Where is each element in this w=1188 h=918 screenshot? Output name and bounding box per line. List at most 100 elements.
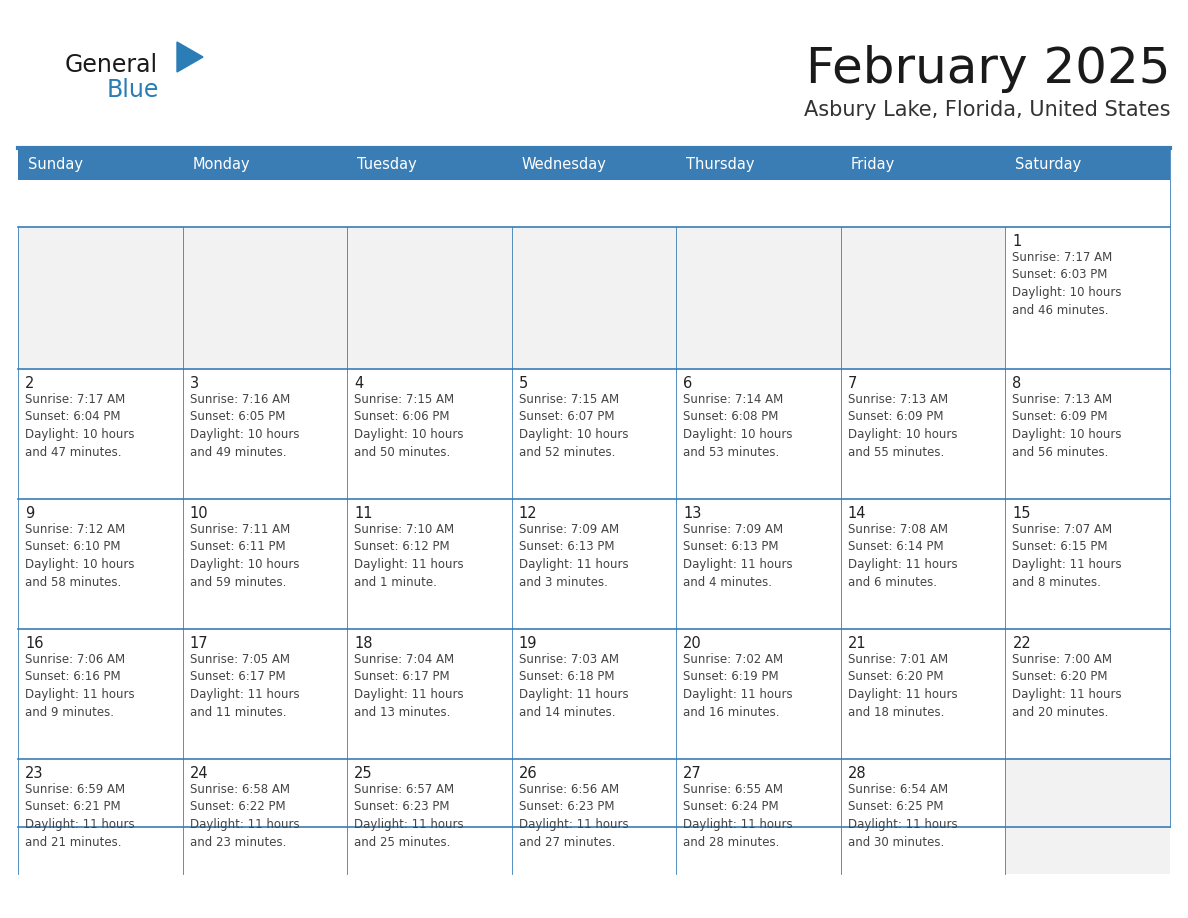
Bar <box>1005 759 1170 874</box>
Text: Sunrise: 7:09 AM
Sunset: 6:13 PM
Daylight: 11 hours
and 4 minutes.: Sunrise: 7:09 AM Sunset: 6:13 PM Dayligh… <box>683 523 792 588</box>
Bar <box>183 227 347 369</box>
Bar <box>18 148 183 180</box>
Text: Asbury Lake, Florida, United States: Asbury Lake, Florida, United States <box>803 100 1170 120</box>
Text: General: General <box>65 53 158 77</box>
Bar <box>347 629 512 759</box>
Bar <box>183 629 347 759</box>
Bar <box>183 148 347 180</box>
Text: Sunrise: 7:00 AM
Sunset: 6:20 PM
Daylight: 11 hours
and 20 minutes.: Sunrise: 7:00 AM Sunset: 6:20 PM Dayligh… <box>1012 653 1121 719</box>
Text: 12: 12 <box>519 506 537 521</box>
Text: Sunrise: 7:03 AM
Sunset: 6:18 PM
Daylight: 11 hours
and 14 minutes.: Sunrise: 7:03 AM Sunset: 6:18 PM Dayligh… <box>519 653 628 719</box>
Text: Sunrise: 7:15 AM
Sunset: 6:06 PM
Daylight: 10 hours
and 50 minutes.: Sunrise: 7:15 AM Sunset: 6:06 PM Dayligh… <box>354 393 463 458</box>
Bar <box>676 499 841 629</box>
Text: Sunrise: 7:08 AM
Sunset: 6:14 PM
Daylight: 11 hours
and 6 minutes.: Sunrise: 7:08 AM Sunset: 6:14 PM Dayligh… <box>848 523 958 588</box>
Bar <box>676 629 841 759</box>
Text: Sunrise: 6:54 AM
Sunset: 6:25 PM
Daylight: 11 hours
and 30 minutes.: Sunrise: 6:54 AM Sunset: 6:25 PM Dayligh… <box>848 783 958 848</box>
Bar <box>841 499 1005 629</box>
Bar <box>1005 499 1170 629</box>
Bar <box>512 629 676 759</box>
Text: 2: 2 <box>25 376 34 391</box>
Text: Sunrise: 7:14 AM
Sunset: 6:08 PM
Daylight: 10 hours
and 53 minutes.: Sunrise: 7:14 AM Sunset: 6:08 PM Dayligh… <box>683 393 792 458</box>
Text: 19: 19 <box>519 636 537 651</box>
Bar <box>841 148 1005 180</box>
Text: Sunday: Sunday <box>27 156 83 172</box>
Text: Thursday: Thursday <box>687 156 754 172</box>
Bar <box>676 369 841 499</box>
Text: 16: 16 <box>25 636 44 651</box>
Text: Sunrise: 7:13 AM
Sunset: 6:09 PM
Daylight: 10 hours
and 56 minutes.: Sunrise: 7:13 AM Sunset: 6:09 PM Dayligh… <box>1012 393 1121 458</box>
Text: Sunrise: 7:17 AM
Sunset: 6:04 PM
Daylight: 10 hours
and 47 minutes.: Sunrise: 7:17 AM Sunset: 6:04 PM Dayligh… <box>25 393 134 458</box>
Bar <box>841 759 1005 874</box>
Bar <box>347 148 512 180</box>
Bar <box>676 148 841 180</box>
Bar <box>1005 148 1170 180</box>
Text: 17: 17 <box>190 636 208 651</box>
Text: 7: 7 <box>848 376 858 391</box>
Text: Sunrise: 7:16 AM
Sunset: 6:05 PM
Daylight: 10 hours
and 49 minutes.: Sunrise: 7:16 AM Sunset: 6:05 PM Dayligh… <box>190 393 299 458</box>
Text: 5: 5 <box>519 376 527 391</box>
Text: 24: 24 <box>190 766 208 781</box>
Text: Sunrise: 6:59 AM
Sunset: 6:21 PM
Daylight: 11 hours
and 21 minutes.: Sunrise: 6:59 AM Sunset: 6:21 PM Dayligh… <box>25 783 134 848</box>
Text: Sunrise: 6:55 AM
Sunset: 6:24 PM
Daylight: 11 hours
and 28 minutes.: Sunrise: 6:55 AM Sunset: 6:24 PM Dayligh… <box>683 783 792 848</box>
Text: 23: 23 <box>25 766 44 781</box>
Bar <box>183 759 347 874</box>
Text: Sunrise: 7:02 AM
Sunset: 6:19 PM
Daylight: 11 hours
and 16 minutes.: Sunrise: 7:02 AM Sunset: 6:19 PM Dayligh… <box>683 653 792 719</box>
Text: Blue: Blue <box>107 78 159 102</box>
Text: 8: 8 <box>1012 376 1022 391</box>
Text: Sunrise: 7:06 AM
Sunset: 6:16 PM
Daylight: 11 hours
and 9 minutes.: Sunrise: 7:06 AM Sunset: 6:16 PM Dayligh… <box>25 653 134 719</box>
Text: 14: 14 <box>848 506 866 521</box>
Text: 3: 3 <box>190 376 198 391</box>
Bar <box>18 499 183 629</box>
Polygon shape <box>177 42 203 72</box>
Text: 6: 6 <box>683 376 693 391</box>
Bar <box>512 148 676 180</box>
Text: Sunrise: 7:07 AM
Sunset: 6:15 PM
Daylight: 11 hours
and 8 minutes.: Sunrise: 7:07 AM Sunset: 6:15 PM Dayligh… <box>1012 523 1121 588</box>
Text: Sunrise: 7:10 AM
Sunset: 6:12 PM
Daylight: 11 hours
and 1 minute.: Sunrise: 7:10 AM Sunset: 6:12 PM Dayligh… <box>354 523 463 588</box>
Bar <box>1005 629 1170 759</box>
Text: Sunrise: 6:56 AM
Sunset: 6:23 PM
Daylight: 11 hours
and 27 minutes.: Sunrise: 6:56 AM Sunset: 6:23 PM Dayligh… <box>519 783 628 848</box>
Bar <box>183 369 347 499</box>
Text: 28: 28 <box>848 766 866 781</box>
Text: Sunrise: 7:13 AM
Sunset: 6:09 PM
Daylight: 10 hours
and 55 minutes.: Sunrise: 7:13 AM Sunset: 6:09 PM Dayligh… <box>848 393 958 458</box>
Text: Tuesday: Tuesday <box>358 156 417 172</box>
Bar <box>512 227 676 369</box>
Text: 13: 13 <box>683 506 702 521</box>
Bar <box>18 759 183 874</box>
Text: 22: 22 <box>1012 636 1031 651</box>
Text: Sunrise: 7:01 AM
Sunset: 6:20 PM
Daylight: 11 hours
and 18 minutes.: Sunrise: 7:01 AM Sunset: 6:20 PM Dayligh… <box>848 653 958 719</box>
Text: Sunrise: 7:12 AM
Sunset: 6:10 PM
Daylight: 10 hours
and 58 minutes.: Sunrise: 7:12 AM Sunset: 6:10 PM Dayligh… <box>25 523 134 588</box>
Bar <box>841 629 1005 759</box>
Text: 9: 9 <box>25 506 34 521</box>
Bar <box>18 227 183 369</box>
Bar <box>1005 369 1170 499</box>
Bar <box>841 227 1005 369</box>
Bar <box>18 369 183 499</box>
Bar <box>347 499 512 629</box>
Bar <box>18 629 183 759</box>
Text: 21: 21 <box>848 636 866 651</box>
Bar <box>676 227 841 369</box>
Text: February 2025: February 2025 <box>805 45 1170 93</box>
Text: 26: 26 <box>519 766 537 781</box>
Text: Monday: Monday <box>192 156 249 172</box>
Text: Sunrise: 7:05 AM
Sunset: 6:17 PM
Daylight: 11 hours
and 11 minutes.: Sunrise: 7:05 AM Sunset: 6:17 PM Dayligh… <box>190 653 299 719</box>
Bar <box>676 759 841 874</box>
Bar <box>512 759 676 874</box>
Text: Sunrise: 6:58 AM
Sunset: 6:22 PM
Daylight: 11 hours
and 23 minutes.: Sunrise: 6:58 AM Sunset: 6:22 PM Dayligh… <box>190 783 299 848</box>
Text: 11: 11 <box>354 506 373 521</box>
Bar <box>347 369 512 499</box>
Text: 18: 18 <box>354 636 373 651</box>
Bar <box>512 369 676 499</box>
Text: Sunrise: 7:09 AM
Sunset: 6:13 PM
Daylight: 11 hours
and 3 minutes.: Sunrise: 7:09 AM Sunset: 6:13 PM Dayligh… <box>519 523 628 588</box>
Text: Sunrise: 6:57 AM
Sunset: 6:23 PM
Daylight: 11 hours
and 25 minutes.: Sunrise: 6:57 AM Sunset: 6:23 PM Dayligh… <box>354 783 463 848</box>
Bar <box>841 369 1005 499</box>
Text: 27: 27 <box>683 766 702 781</box>
Bar <box>183 499 347 629</box>
Text: Sunrise: 7:11 AM
Sunset: 6:11 PM
Daylight: 10 hours
and 59 minutes.: Sunrise: 7:11 AM Sunset: 6:11 PM Dayligh… <box>190 523 299 588</box>
Text: 25: 25 <box>354 766 373 781</box>
Bar <box>347 759 512 874</box>
Bar <box>347 227 512 369</box>
Text: Sunrise: 7:17 AM
Sunset: 6:03 PM
Daylight: 10 hours
and 46 minutes.: Sunrise: 7:17 AM Sunset: 6:03 PM Dayligh… <box>1012 251 1121 317</box>
Text: 20: 20 <box>683 636 702 651</box>
Text: 1: 1 <box>1012 234 1022 249</box>
